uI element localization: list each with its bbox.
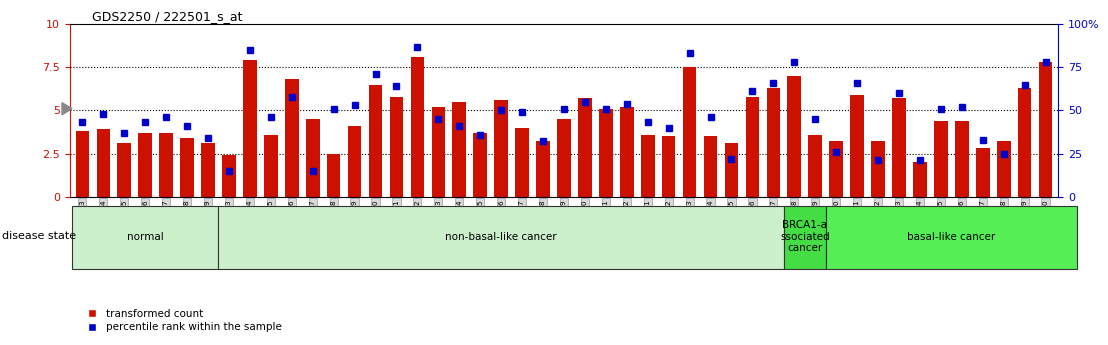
Text: basal-like cancer: basal-like cancer: [907, 232, 995, 241]
Bar: [138, 133, 152, 197]
Bar: [473, 133, 488, 197]
Bar: [327, 154, 340, 197]
Bar: [75, 131, 89, 197]
Bar: [683, 67, 697, 197]
Bar: [1018, 88, 1032, 197]
Text: normal: normal: [126, 232, 164, 241]
Bar: [202, 143, 215, 197]
Bar: [411, 57, 424, 197]
Text: BRCA1-a
ssociated
cancer: BRCA1-a ssociated cancer: [780, 220, 830, 253]
Bar: [306, 119, 319, 197]
Bar: [976, 148, 989, 197]
Bar: [997, 141, 1010, 197]
Bar: [767, 88, 780, 197]
Bar: [620, 107, 634, 197]
FancyBboxPatch shape: [825, 206, 1077, 269]
Polygon shape: [62, 103, 72, 115]
Bar: [117, 143, 131, 197]
Bar: [452, 102, 466, 197]
Bar: [96, 129, 110, 197]
Bar: [369, 85, 382, 197]
Bar: [830, 141, 843, 197]
FancyBboxPatch shape: [783, 206, 825, 269]
Bar: [725, 143, 738, 197]
Bar: [578, 98, 592, 197]
Bar: [913, 162, 926, 197]
Bar: [704, 136, 717, 197]
Text: non-basal-like cancer: non-basal-like cancer: [445, 232, 557, 241]
Bar: [431, 107, 445, 197]
Bar: [850, 95, 864, 197]
Text: GDS2250 / 222501_s_at: GDS2250 / 222501_s_at: [92, 10, 243, 23]
Bar: [181, 138, 194, 197]
Bar: [390, 97, 403, 197]
Bar: [557, 119, 571, 197]
Bar: [871, 141, 885, 197]
Bar: [955, 121, 968, 197]
Bar: [348, 126, 361, 197]
Bar: [661, 136, 676, 197]
Bar: [809, 135, 822, 197]
Bar: [934, 121, 947, 197]
Text: disease state: disease state: [2, 231, 76, 241]
Bar: [640, 135, 655, 197]
Bar: [1039, 62, 1053, 197]
FancyBboxPatch shape: [218, 206, 783, 269]
Bar: [160, 133, 173, 197]
Bar: [285, 79, 298, 197]
Bar: [788, 76, 801, 197]
Bar: [222, 155, 236, 197]
Bar: [746, 97, 759, 197]
Bar: [243, 60, 257, 197]
Bar: [892, 98, 906, 197]
Bar: [536, 141, 550, 197]
Bar: [494, 100, 507, 197]
Bar: [264, 135, 278, 197]
Bar: [515, 128, 529, 197]
FancyBboxPatch shape: [72, 206, 218, 269]
Bar: [599, 109, 613, 197]
Legend: transformed count, percentile rank within the sample: transformed count, percentile rank withi…: [78, 305, 287, 336]
